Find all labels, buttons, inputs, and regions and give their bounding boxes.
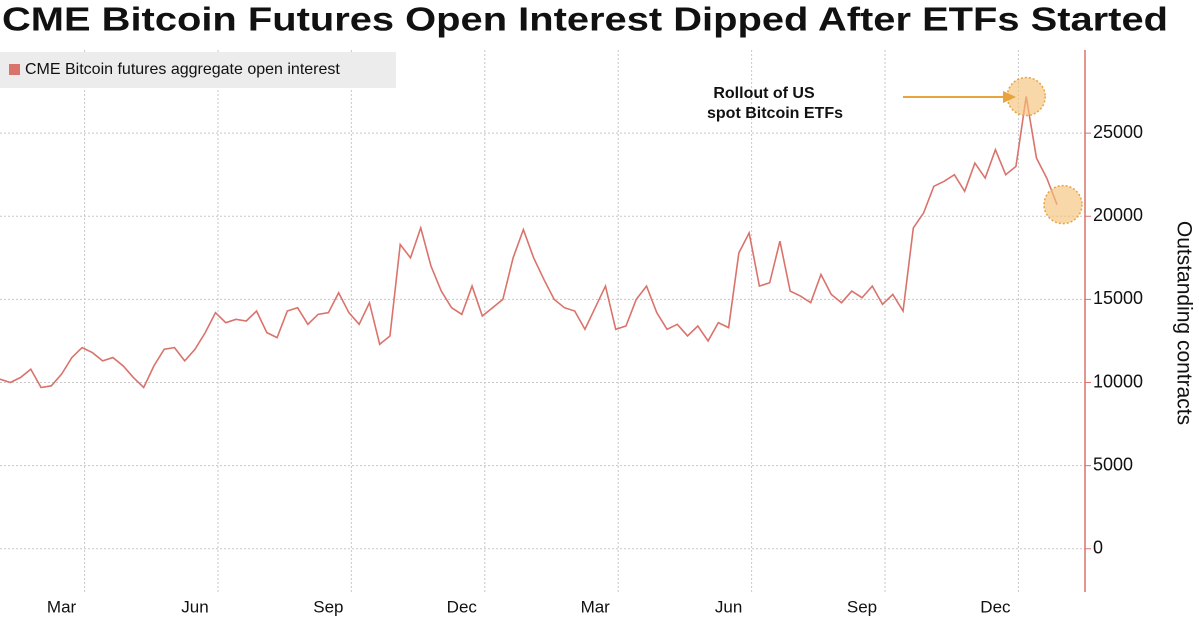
x-tick-label: Jun [715,597,742,616]
highlight-circle [1043,184,1083,225]
x-tick-label: Mar [47,597,77,616]
x-tick-label: Sep [847,597,877,616]
y-tick-label: 15000 [1093,288,1143,308]
x-tick-label: Jun [181,597,208,616]
x-tick-label: Sep [313,597,343,616]
y-tick-label: 25000 [1093,122,1143,142]
legend-swatch [9,64,20,75]
plot-area: Mar Jun Sep Dec Mar Jun Sep Dec 0 5000 10000 15000 2… [0,50,1143,616]
x-tick-label: Dec [447,597,478,616]
y-axis-label: Outstanding contracts [1172,221,1195,425]
y-tick-label: 20000 [1093,205,1143,225]
annotation: Rollout of US [713,85,815,102]
chart-title: CME Bitcoin Futures Open Interest Dipped… [2,1,1168,38]
y-tick-label: 0 [1093,538,1103,558]
legend-label: CME Bitcoin futures aggregate open inter… [25,61,340,78]
annotation: spot Bitcoin ETFs [707,105,843,122]
highlight-circle [1006,76,1046,117]
legend [0,52,396,88]
x-tick-label: Mar [581,597,611,616]
y-tick-label: 5000 [1093,454,1133,474]
x-tick-label: Dec [980,597,1011,616]
series-line [0,96,1058,389]
y-tick-label: 10000 [1093,371,1143,391]
annotation-arrowhead [1003,91,1016,103]
